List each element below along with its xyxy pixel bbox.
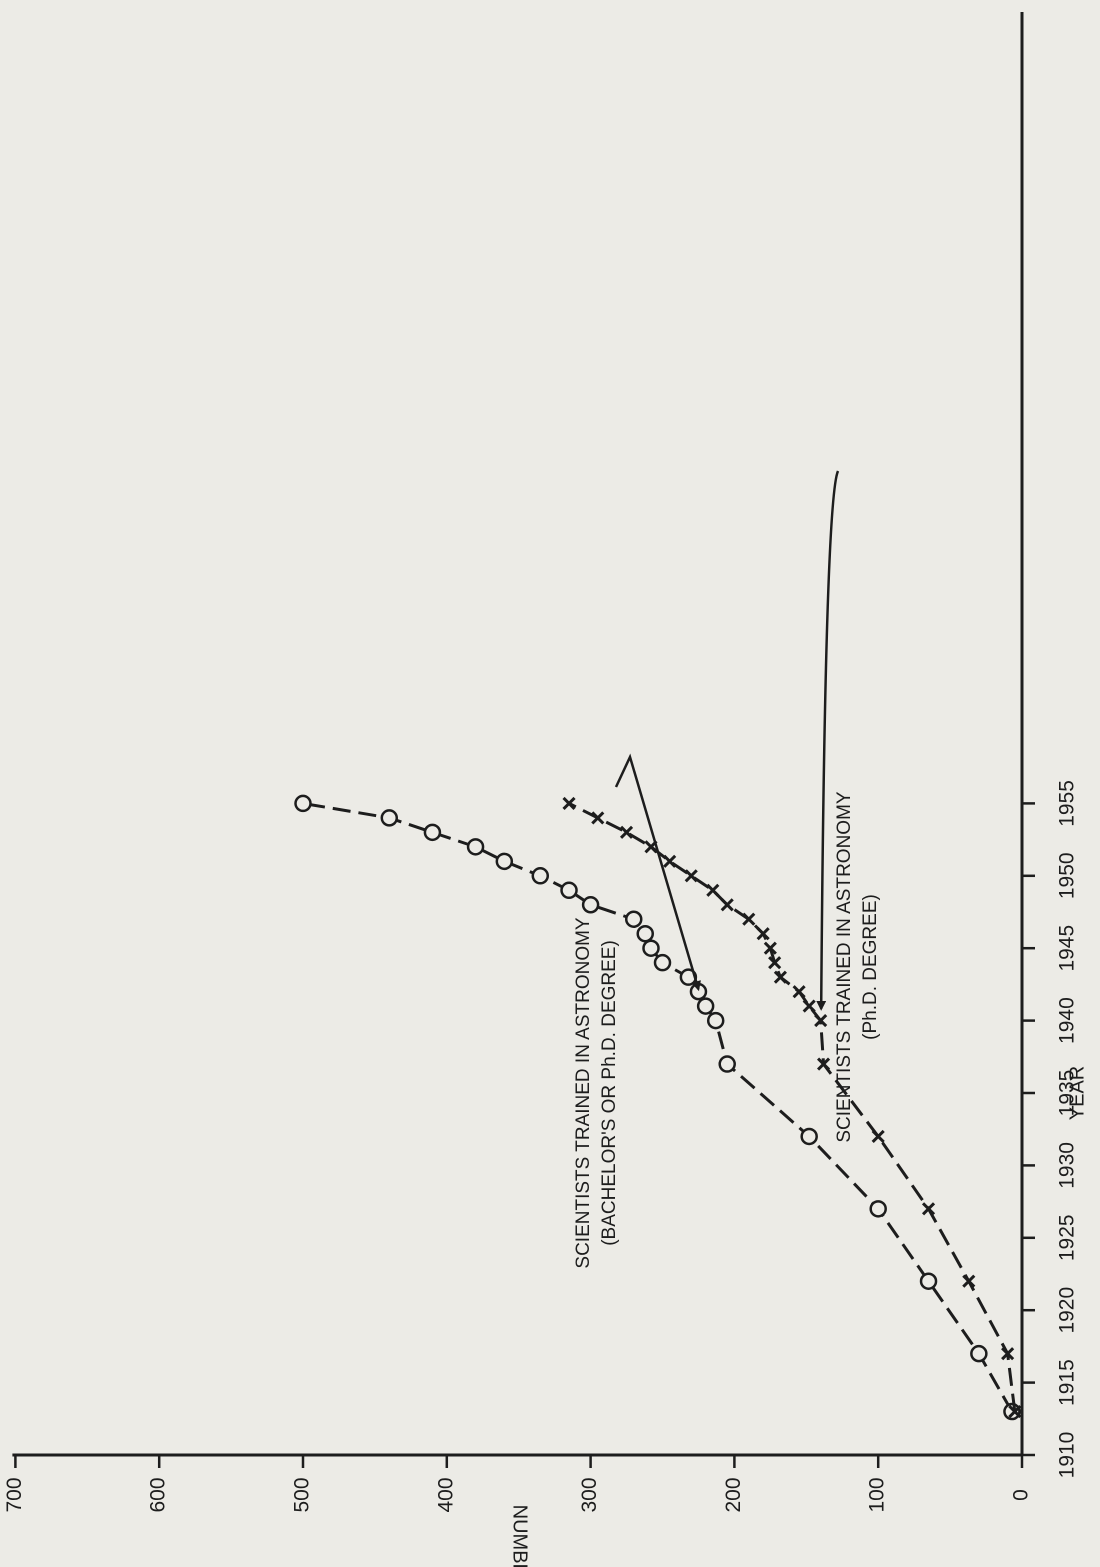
- data-point-cross: [742, 912, 756, 926]
- annotations-group: SCIENTISTS TRAINED IN ASTRONOMY (BACHELOR…: [573, 470, 881, 1269]
- annotation-arrow: [614, 753, 701, 992]
- data-point-cross: [773, 970, 787, 984]
- annotation-1: SCIENTISTS TRAINED IN ASTRONOMY (BACHELOR…: [573, 753, 701, 1269]
- data-point-circle: [560, 881, 578, 900]
- annotation-2: SCIENTISTS TRAINED IN ASTRONOMY (Ph.D. DE…: [816, 470, 881, 1143]
- data-point-cross: [768, 956, 782, 970]
- annotation-text-line: SCIENTISTS TRAINED IN ASTRONOMY: [834, 791, 855, 1143]
- data-point-cross: [763, 941, 777, 955]
- annotation-text-line: (Ph.D. DEGREE): [860, 894, 881, 1040]
- data-point-cross: [706, 883, 720, 897]
- cross-stroke: [962, 1274, 976, 1288]
- data-point-cross: [1008, 1404, 1022, 1419]
- y-tick-label: 300: [578, 1477, 601, 1512]
- y-tick-label: 200: [722, 1477, 745, 1512]
- data-point-circle: [531, 867, 550, 885]
- data-point-circle: [624, 910, 643, 928]
- axes-group: 1910 1915 1920 1925 1930 1935 1940 1945 1950 1955…: [3, 12, 1088, 1567]
- cross-stroke: [768, 956, 782, 970]
- y-tick-label: 100: [866, 1477, 889, 1512]
- annotation-text-line: (BACHELOR'S OR Ph.D. DEGREE): [599, 940, 620, 1246]
- x-tick-label: 1930: [1056, 1142, 1079, 1189]
- x-tick-label: 1950: [1056, 852, 1079, 899]
- cross-stroke: [684, 869, 698, 883]
- cross-stroke: [871, 1129, 885, 1144]
- annotation-text-line: SCIENTISTS TRAINED IN ASTRONOMY: [573, 917, 594, 1269]
- cross-stroke: [742, 912, 756, 926]
- data-point-circle: [970, 1344, 988, 1363]
- series-group: [294, 794, 1022, 1421]
- series-line: [302, 801, 1014, 1413]
- cross-stroke: [663, 854, 677, 868]
- data-point-cross: [792, 985, 806, 999]
- data-point-circle: [466, 838, 485, 856]
- cross-stroke: [921, 1202, 936, 1216]
- data-point-circle: [800, 1127, 818, 1146]
- cross-stroke: [706, 883, 720, 897]
- x-tick-label: 1915: [1056, 1359, 1079, 1406]
- data-point-cross: [756, 927, 770, 941]
- data-point-circle: [636, 924, 654, 943]
- cross-stroke: [1008, 1404, 1022, 1419]
- cross-stroke: [720, 898, 734, 912]
- data-point-circle: [423, 823, 442, 842]
- x-tick-label: 1910: [1056, 1432, 1079, 1479]
- x-tick-label: 1945: [1056, 925, 1079, 972]
- data-point-circle: [642, 939, 660, 957]
- data-point-circle: [706, 1011, 725, 1030]
- series-line: [568, 802, 1017, 1412]
- data-point-cross: [962, 1274, 976, 1288]
- y-tick-label: 700: [3, 1477, 26, 1512]
- cross-stroke: [792, 985, 806, 999]
- y-axis-label: NUMBER: [508, 1505, 530, 1567]
- cross-stroke: [619, 825, 634, 839]
- data-point-cross: [1001, 1347, 1015, 1361]
- y-tick-label: 400: [434, 1477, 457, 1512]
- data-point-cross: [562, 796, 576, 810]
- cross-stroke: [802, 999, 816, 1013]
- cross-stroke: [814, 1014, 828, 1028]
- cross-stroke: [773, 970, 787, 984]
- cross-stroke: [1001, 1347, 1015, 1361]
- data-point-cross: [663, 854, 677, 868]
- y-tick-label: 600: [147, 1477, 170, 1512]
- x-axis-label: YEAR: [1066, 1066, 1088, 1120]
- data-point-circle: [653, 953, 672, 972]
- data-point-circle: [1003, 1402, 1021, 1421]
- data-point-circle: [919, 1272, 938, 1290]
- x-tick-label: 1940: [1056, 997, 1079, 1044]
- data-point-cross: [814, 1014, 828, 1028]
- x-tick-label: 1955: [1056, 780, 1079, 827]
- cross-stroke: [562, 796, 576, 810]
- data-point-circle: [581, 896, 600, 914]
- annotation-arrow: [816, 470, 840, 1011]
- data-point-cross: [802, 999, 816, 1013]
- cross-stroke: [816, 1057, 831, 1071]
- x-tick-label: 1925: [1056, 1214, 1079, 1261]
- cross-stroke: [756, 927, 770, 941]
- series-1: [294, 794, 1021, 1421]
- data-point-circle: [869, 1200, 887, 1218]
- data-point-cross: [619, 825, 634, 839]
- y-tick-label: 500: [291, 1477, 314, 1512]
- data-point-cross: [871, 1129, 885, 1144]
- x-tick-label: 1935: [1056, 1070, 1079, 1117]
- data-point-circle: [696, 997, 715, 1015]
- data-point-circle: [495, 852, 514, 871]
- cross-stroke: [763, 941, 777, 955]
- y-tick-label: 0: [1010, 1489, 1033, 1501]
- data-point-cross: [816, 1057, 831, 1071]
- data-point-cross: [720, 898, 734, 912]
- data-point-circle: [718, 1055, 736, 1073]
- data-point-circle: [294, 794, 312, 813]
- x-tick-label: 1920: [1056, 1287, 1079, 1334]
- series-2: [562, 796, 1022, 1419]
- cross-stroke: [591, 811, 605, 825]
- data-point-cross: [921, 1202, 936, 1216]
- data-point-cross: [684, 869, 698, 883]
- data-point-cross: [591, 811, 605, 825]
- data-point-circle: [380, 809, 399, 827]
